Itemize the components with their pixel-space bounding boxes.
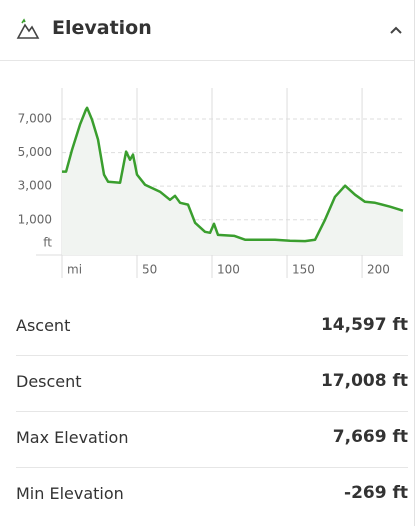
stat-row: Ascent 14,597 ft [16, 299, 408, 356]
stat-label: Ascent [16, 316, 71, 335]
stat-row: Max Elevation 7,669 ft [16, 411, 408, 468]
stat-label: Min Elevation [16, 484, 124, 503]
header-title: Elevation [52, 17, 152, 39]
elevation-chart: 1,000 3,000 5,000 7,000 50 100 150 200 mi ft [18, 88, 404, 278]
stat-row: Min Elevation -269 ft [16, 467, 408, 523]
y-tick-label: 3,000 [18, 179, 52, 193]
header[interactable]: Elevation [0, 0, 414, 61]
stat-value: 17,008 ft [320, 371, 408, 391]
stat-value: 14,597 ft [320, 315, 408, 335]
y-tick-label: 5,000 [18, 145, 52, 159]
elevation-line [62, 106, 404, 243]
y-tick-label: 1,000 [18, 212, 52, 226]
stat-label: Descent [16, 372, 82, 391]
x-tick-label: 50 [142, 263, 157, 277]
stat-label: Max Elevation [16, 428, 129, 447]
stat-value: -269 ft [344, 483, 408, 503]
x-tick-label: 100 [217, 263, 240, 277]
stat-row: Descent 17,008 ft [16, 355, 408, 412]
elevation-area [62, 107, 403, 255]
y-tick-label: 7,000 [18, 112, 52, 126]
stat-value: 7,669 ft [332, 427, 408, 447]
mountain-icon [16, 18, 40, 39]
collapse-chevron[interactable] [389, 25, 403, 35]
x-tick-label: 150 [292, 263, 315, 277]
x-unit-label: mi [67, 263, 82, 277]
x-tick-label: 200 [367, 263, 390, 277]
y-unit-label: ft [43, 236, 52, 250]
